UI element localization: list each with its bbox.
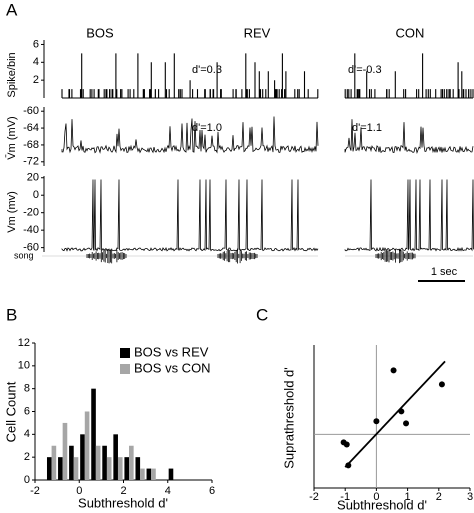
x-axis-label: Subthreshold d' bbox=[337, 497, 427, 512]
bar bbox=[62, 422, 68, 480]
bar bbox=[168, 468, 174, 480]
x-tick-label: 6 bbox=[209, 485, 215, 497]
vm-trace bbox=[344, 179, 474, 252]
bar bbox=[46, 457, 52, 480]
bar bbox=[129, 445, 134, 480]
song-waveform bbox=[217, 248, 258, 264]
point bbox=[373, 418, 380, 425]
bar bbox=[84, 411, 90, 480]
bar bbox=[69, 445, 74, 480]
x-tick-label: -2 bbox=[30, 485, 40, 497]
annotation: d'=1.1 bbox=[352, 122, 382, 134]
y-tick-label: 6 bbox=[33, 38, 39, 50]
vm-trace bbox=[189, 179, 319, 252]
y-tick-label: 0 bbox=[33, 189, 39, 201]
point bbox=[438, 381, 445, 388]
point bbox=[343, 441, 350, 448]
bar bbox=[58, 457, 63, 480]
x-tick-label: 0 bbox=[373, 491, 379, 503]
condition-label: REV bbox=[244, 25, 271, 40]
bar bbox=[95, 445, 101, 480]
y-tick-label: -20 bbox=[23, 207, 39, 219]
panel-label: C bbox=[256, 305, 268, 324]
x-tick-label: -1 bbox=[340, 491, 350, 503]
legend-swatch bbox=[120, 364, 130, 374]
bar bbox=[102, 445, 107, 480]
condition-label: CON bbox=[396, 25, 425, 40]
y-tick-label: 2 bbox=[33, 74, 39, 86]
bar bbox=[151, 468, 156, 480]
legend-label: BOS vs CON bbox=[134, 360, 211, 375]
y-tick-label: 0 bbox=[24, 474, 30, 486]
row-label: song bbox=[14, 250, 34, 260]
legend-label: BOS vs REV bbox=[134, 344, 209, 359]
panel-label: A bbox=[6, 0, 18, 19]
x-tick-label: 1 bbox=[405, 491, 411, 503]
scale-bar-label: 1 sec bbox=[431, 266, 458, 278]
y-axis-label: Suprathreshold d' bbox=[281, 367, 296, 469]
spike-raster bbox=[61, 53, 190, 99]
song-waveform bbox=[375, 248, 416, 264]
spike-raster bbox=[189, 53, 319, 99]
point bbox=[398, 408, 405, 415]
bar bbox=[124, 457, 130, 480]
annotation: d'=0.3 bbox=[192, 64, 222, 76]
row-label: Spike/bin bbox=[6, 52, 18, 97]
y-tick-label: 8 bbox=[24, 383, 30, 395]
annotation: d'=1.0 bbox=[192, 122, 222, 134]
x-tick-label: 2 bbox=[436, 491, 442, 503]
bar bbox=[140, 468, 145, 480]
annotation: d'=-0.3 bbox=[348, 64, 382, 76]
point bbox=[390, 367, 397, 374]
mean-vm-trace bbox=[344, 119, 474, 155]
y-tick-label: 2 bbox=[24, 451, 30, 463]
y-tick-label: 10 bbox=[18, 360, 30, 372]
y-tick-label: 4 bbox=[24, 428, 30, 440]
bar bbox=[80, 434, 85, 480]
y-tick-label: -68 bbox=[23, 139, 39, 151]
bar bbox=[113, 434, 118, 480]
condition-label: BOS bbox=[86, 25, 114, 40]
x-axis-label: Subthreshold d' bbox=[78, 495, 168, 510]
y-tick-label: 6 bbox=[24, 405, 30, 417]
vm-trace bbox=[61, 179, 191, 252]
point bbox=[345, 462, 352, 469]
y-tick-label: 20 bbox=[27, 172, 39, 184]
bar bbox=[135, 457, 141, 480]
row-label: Vm (mv) bbox=[6, 191, 18, 233]
y-tick-label: -64 bbox=[23, 122, 39, 134]
song-waveform bbox=[86, 248, 127, 264]
y-axis-label: Cell Count bbox=[3, 381, 18, 442]
x-tick-label: 3 bbox=[467, 491, 473, 503]
y-tick-label: -60 bbox=[23, 105, 39, 117]
bar bbox=[51, 445, 57, 480]
mean-vm-trace bbox=[189, 116, 319, 154]
x-tick-label: 2 bbox=[120, 485, 126, 497]
point bbox=[403, 420, 410, 427]
row-label: V̄m (mV) bbox=[5, 116, 18, 159]
y-tick-label: 12 bbox=[18, 337, 30, 349]
x-tick-label: 4 bbox=[165, 485, 171, 497]
bar bbox=[91, 388, 96, 480]
bar bbox=[73, 457, 79, 480]
fit-line bbox=[344, 360, 446, 468]
bar bbox=[146, 468, 152, 480]
legend-swatch bbox=[120, 348, 130, 358]
x-tick-label: 0 bbox=[76, 485, 82, 497]
panel-label: B bbox=[6, 305, 17, 324]
bar bbox=[117, 457, 123, 480]
y-tick-label: 4 bbox=[33, 56, 39, 68]
bar bbox=[106, 457, 112, 480]
spike-raster bbox=[344, 53, 474, 99]
y-tick-label: -72 bbox=[23, 156, 39, 168]
y-tick-label: -40 bbox=[23, 224, 39, 236]
mean-vm-trace bbox=[61, 119, 191, 154]
x-tick-label: -2 bbox=[309, 491, 319, 503]
y-tick-label: -60 bbox=[23, 242, 39, 254]
